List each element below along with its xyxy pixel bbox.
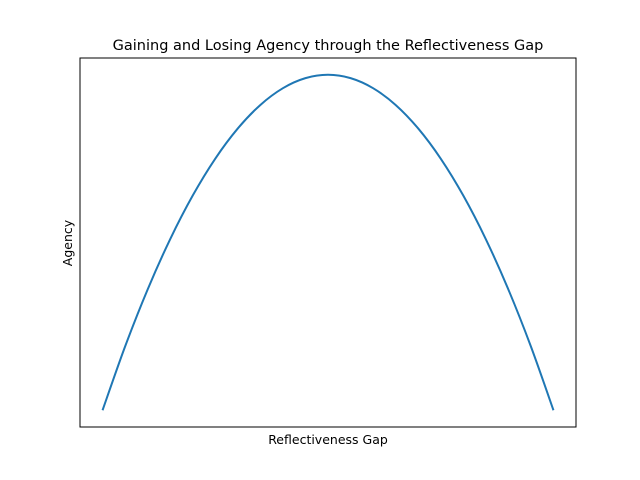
chart-title: Gaining and Losing Agency through the Re… [113, 38, 544, 54]
plot-frame [79, 57, 577, 428]
x-axis-label: Reflectiveness Gap [268, 432, 388, 447]
plot-area [80, 58, 576, 427]
series-line-0 [101, 73, 555, 411]
y-axis-label: Agency [60, 219, 75, 266]
series-layer [101, 73, 555, 411]
